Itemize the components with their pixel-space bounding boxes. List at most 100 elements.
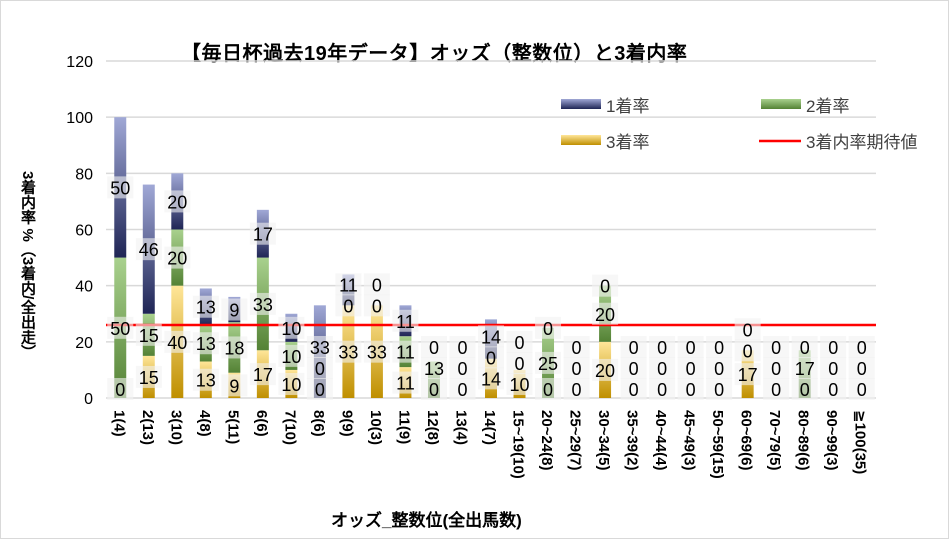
data-label: 20 [167, 249, 187, 269]
data-label-bg [535, 351, 562, 374]
data-label: 0 [857, 359, 867, 379]
data-label: 9 [229, 301, 239, 321]
data-label: 0 [457, 380, 467, 400]
legend-swatch [561, 99, 601, 109]
data-label-bg [763, 336, 790, 358]
legend-label: 2着率 [806, 97, 849, 116]
data-label: 0 [629, 380, 639, 400]
data-label-bg [677, 336, 704, 358]
x-tick-label: 70~79(5) [766, 410, 783, 470]
data-label-bg [763, 357, 790, 379]
data-label-bg [649, 336, 676, 358]
data-label: 0 [714, 359, 724, 379]
data-label-bg [848, 336, 875, 358]
data-label-bg [706, 357, 733, 379]
data-label-bg [107, 378, 134, 400]
data-label-bg [306, 357, 333, 379]
data-label-bg [563, 336, 590, 358]
data-label: 0 [657, 359, 667, 379]
data-label: 15 [139, 326, 159, 346]
x-tick-label: 10(3) [367, 410, 384, 445]
data-label-bg [848, 357, 875, 379]
data-label: 0 [315, 359, 325, 379]
data-label-bg [392, 340, 419, 363]
data-label-bg [221, 336, 248, 359]
data-label: 14 [481, 327, 501, 347]
data-label: 0 [857, 338, 867, 358]
data-label: 0 [600, 277, 610, 297]
x-tick-label: 40~44(4) [652, 410, 669, 470]
data-label-bg [278, 316, 305, 339]
data-label: 0 [429, 338, 439, 358]
data-label-bg [420, 336, 447, 358]
data-label: 0 [486, 348, 496, 368]
data-label-bg [506, 351, 533, 374]
data-label-bg [620, 378, 647, 400]
x-tick-label: 50~59(15) [709, 410, 726, 479]
data-label: 0 [686, 359, 696, 379]
data-label: 0 [686, 380, 696, 400]
data-label-bg [107, 316, 134, 339]
data-label-bg [135, 323, 162, 346]
data-label: 17 [253, 365, 273, 385]
data-label-bg [563, 378, 590, 400]
data-label-bg [649, 357, 676, 379]
data-label-bg [506, 330, 533, 353]
data-label: 46 [139, 240, 159, 260]
data-label: 17 [795, 359, 815, 379]
data-label-bg [791, 378, 818, 400]
data-label: 17 [253, 225, 273, 245]
data-label: 0 [743, 320, 753, 340]
data-label-bg [420, 357, 447, 379]
y-axis-label: 3着内率 %（3着内/全出走） [19, 171, 36, 360]
data-label: 0 [743, 341, 753, 361]
x-tick-label: 13(4) [452, 410, 469, 445]
data-label: 0 [543, 380, 553, 400]
x-tick-label: 12(8) [424, 410, 441, 445]
data-label-bg [449, 357, 476, 379]
data-label: 0 [457, 338, 467, 358]
data-label-bg [677, 357, 704, 379]
x-tick-label: 1(4) [110, 410, 127, 437]
data-label: 0 [572, 380, 582, 400]
data-label: 0 [543, 319, 553, 339]
x-tick-label: 45~49(3) [681, 410, 698, 470]
data-label-bg [192, 295, 219, 318]
x-tick-label: 30~34(5) [595, 410, 612, 470]
y-tick-label: 40 [75, 279, 93, 296]
legend-label: 1着率 [606, 97, 649, 116]
data-label-bg [734, 363, 761, 386]
data-label: 33 [367, 343, 387, 363]
data-label: 0 [629, 338, 639, 358]
chart-title: 【毎日杯過去19年データ】オッズ（整数位）と3着内率 [181, 43, 688, 65]
legend-label: 3着率 [606, 133, 649, 152]
data-label-bg [563, 357, 590, 379]
data-label: 33 [253, 295, 273, 315]
data-label: 0 [771, 359, 781, 379]
data-label: 13 [424, 359, 444, 379]
x-tick-label: 15~19(10) [510, 410, 527, 479]
data-label-bg [734, 339, 761, 362]
y-tick-label: 120 [66, 54, 93, 71]
data-label-bg [820, 336, 847, 358]
data-label-bg [335, 273, 362, 296]
x-tick-label: ≧100(35) [852, 410, 869, 474]
data-label: 0 [429, 380, 439, 400]
legend-swatch [761, 99, 801, 109]
data-label-bg [791, 336, 818, 358]
data-label-bg [249, 222, 276, 245]
data-label: 11 [396, 343, 415, 363]
data-label-bg [221, 298, 248, 321]
x-axis-label: オッズ_整数位(全出馬数) [331, 511, 522, 530]
data-label-bg [363, 340, 390, 363]
data-label-bg [392, 309, 419, 332]
data-label: 0 [686, 338, 696, 358]
data-label-bg [135, 365, 162, 388]
data-label: 0 [800, 338, 810, 358]
data-label: 0 [828, 359, 838, 379]
data-label-bg [478, 346, 504, 369]
data-label: 9 [229, 376, 239, 396]
data-label-bg [677, 378, 704, 400]
